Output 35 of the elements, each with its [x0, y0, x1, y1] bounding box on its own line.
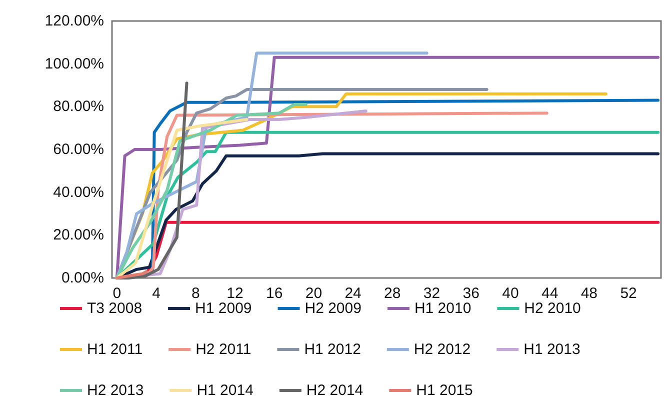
legend-label: H1 2010 [414, 300, 472, 317]
y-tick-label: 40.00% [53, 184, 104, 201]
legend-label: H2 2014 [306, 382, 364, 399]
x-tick-label: 20 [305, 285, 322, 302]
legend-label: H2 2012 [414, 341, 471, 358]
x-tick-label: 12 [226, 285, 244, 302]
y-tick-label: 100.00% [44, 55, 104, 72]
x-tick-label: 0 [112, 285, 122, 302]
legend-label: H2 2011 [196, 341, 252, 358]
x-tick-label: 52 [620, 285, 637, 302]
x-tick-label: 16 [266, 285, 283, 302]
y-tick-label: 80.00% [53, 98, 104, 116]
legend-label: H1 2009 [195, 300, 252, 317]
x-tick-label: 44 [541, 285, 558, 302]
legend-label: H1 2015 [416, 382, 473, 399]
x-tick-label: 28 [384, 285, 401, 302]
x-tick-label: 32 [423, 285, 440, 302]
legend-label: H1 2013 [524, 341, 580, 358]
x-tick-label: 36 [462, 285, 480, 302]
legend-label: H1 2011 [87, 341, 143, 358]
legend-label: H1 2014 [196, 382, 254, 399]
x-tick-label: 8 [191, 285, 200, 302]
x-tick-label: 48 [580, 285, 598, 302]
legend-label: H2 2009 [304, 300, 362, 317]
legend-label: T3 2008 [87, 300, 142, 317]
x-tick-label: 40 [502, 285, 519, 302]
legend-label: H2 2010 [524, 300, 581, 317]
legend-label: H1 2012 [304, 341, 361, 358]
y-tick-label: 60.00% [53, 141, 104, 158]
y-tick-label: 0.00% [61, 270, 104, 286]
y-tick-label: 120.00% [44, 12, 104, 30]
x-tick-label: 4 [152, 285, 160, 302]
y-tick-label: 20.00% [53, 226, 104, 244]
legend-label: H2 2013 [87, 382, 144, 399]
x-tick-label: 24 [344, 285, 362, 302]
